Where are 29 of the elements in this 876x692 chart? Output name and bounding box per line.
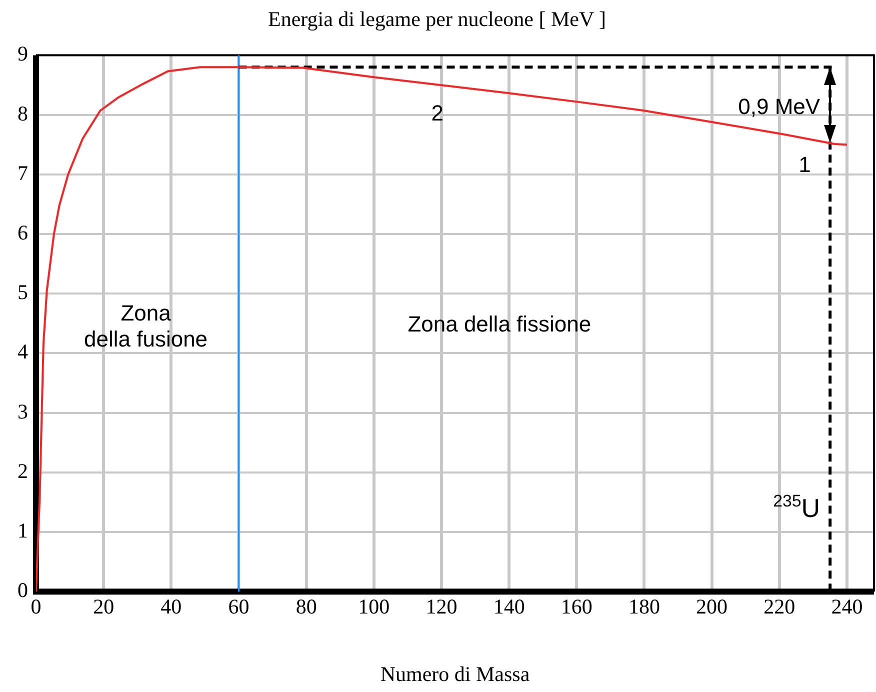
- x-axis-title: Numero di Massa: [380, 662, 530, 686]
- x-tick-label: 120: [426, 594, 458, 619]
- x-tick-label: 220: [764, 594, 796, 619]
- annotation: Zona della fusione: [84, 300, 208, 352]
- chart-title: Energia di legame per nucleone [ MeV ]: [268, 7, 606, 32]
- y-tick-label: 5: [18, 280, 28, 304]
- y-tick-label: 7: [18, 160, 28, 185]
- x-tick-label: 180: [628, 594, 660, 619]
- y-tick-label: 0: [18, 578, 28, 602]
- x-tick-label: 60: [228, 594, 250, 619]
- x-tick-label: 40: [160, 594, 182, 619]
- x-tick-label: 200: [696, 594, 728, 619]
- annotation: 2: [431, 100, 444, 126]
- x-tick-label: 100: [358, 594, 390, 619]
- y-tick-label: 6: [18, 220, 28, 245]
- y-tick-label: 8: [18, 101, 28, 126]
- y-tick-label: 2: [18, 458, 28, 483]
- x-tick-label: 240: [831, 594, 863, 619]
- annotation: 1: [798, 152, 811, 178]
- x-tick-label: 20: [93, 594, 114, 619]
- annotation: 0,9 MeV: [738, 94, 820, 119]
- y-tick-label: 9: [18, 42, 28, 66]
- x-tick-label: 80: [296, 594, 317, 619]
- y-tick-label: 1: [18, 518, 28, 543]
- y-tick-label: 3: [18, 399, 28, 424]
- y-tick-label: 4: [18, 340, 28, 364]
- x-tick-label: 140: [493, 594, 525, 619]
- x-tick-label: 160: [560, 594, 592, 619]
- annotation: Zona della fissione: [408, 311, 592, 336]
